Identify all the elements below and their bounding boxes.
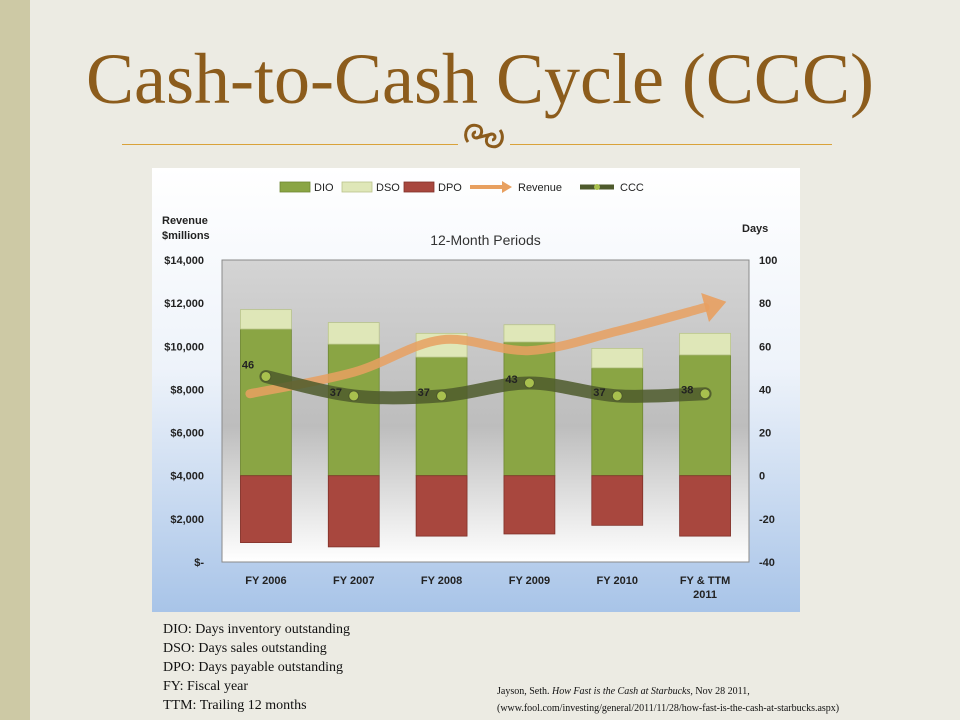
category-label: FY 2009 — [509, 575, 550, 587]
right-tick-label: 80 — [759, 298, 771, 310]
slide-title: Cash-to-Cash Cycle (CCC) — [86, 39, 874, 119]
abbreviation-notes: DIO: Days inventory outstanding DSO: Day… — [163, 620, 350, 715]
bar-dso — [327, 322, 380, 345]
bar-dso — [591, 348, 644, 369]
left-tick-label: $4,000 — [170, 471, 204, 483]
bar-dso — [679, 332, 731, 356]
bar-dpo — [327, 475, 380, 548]
right-tick-label: 40 — [759, 384, 771, 396]
revenue-line — [245, 302, 710, 399]
ccc-line — [259, 369, 712, 405]
ccc-point — [611, 390, 623, 402]
category-label: FY 2006 — [245, 575, 286, 587]
category-label: 2011 — [693, 589, 717, 601]
note-ttm: TTM: Trailing 12 months — [163, 698, 307, 713]
left-axis-title-line: Revenue — [162, 215, 208, 227]
bar-dpo — [415, 475, 468, 537]
right-tick-label: 60 — [759, 341, 771, 353]
bar-dpo — [679, 475, 731, 537]
legend-arrowhead-revenue — [502, 181, 512, 193]
legend-label-dio: DIO — [314, 182, 334, 194]
legend-swatch-dio — [279, 181, 311, 193]
legend-swatch-dpo — [403, 181, 435, 193]
left-tick-label: $8,000 — [170, 384, 204, 396]
bar-dio — [679, 354, 731, 477]
left-tick-label: $- — [194, 557, 204, 569]
ccc-data-label: 43 — [505, 374, 517, 386]
bar-dpo — [240, 475, 292, 543]
citation-rest: Nov 28 2011, (www.fool.com/investing/gen… — [497, 686, 840, 714]
right-axis-title: Days — [742, 223, 768, 235]
bar-dpo — [591, 475, 644, 526]
plot-area — [221, 259, 750, 563]
left-accent-bar — [0, 0, 30, 720]
right-tick-label: 0 — [759, 471, 765, 483]
bar-dio — [503, 341, 556, 477]
legend-marker-ccc — [594, 184, 600, 190]
bar-dio — [415, 356, 468, 477]
bar-dio — [240, 328, 292, 477]
ccc-point — [523, 377, 535, 389]
ccc-point — [436, 390, 448, 402]
bar-dio — [591, 367, 644, 477]
revenue-arrowhead — [701, 292, 727, 322]
right-tick-label: -40 — [759, 557, 775, 569]
left-tick-label: $14,000 — [164, 255, 204, 267]
left-tick-label: $6,000 — [170, 428, 204, 440]
flourish-icon — [458, 112, 510, 160]
legend-label-revenue: Revenue — [518, 182, 562, 194]
ccc-point — [699, 388, 711, 400]
note-dio: DIO: Days inventory outstanding — [163, 622, 351, 637]
bar-dso — [503, 324, 556, 343]
ccc-data-label: 37 — [418, 387, 430, 399]
left-tick-label: $10,000 — [164, 341, 204, 353]
legend-label-ccc: CCC — [620, 182, 644, 194]
category-label: FY 2010 — [597, 575, 638, 587]
left-tick-label: $2,000 — [170, 514, 204, 526]
category-label: FY & TTM — [680, 575, 731, 587]
category-label: FY 2007 — [333, 575, 374, 587]
right-tick-label: -20 — [759, 514, 775, 526]
right-tick-label: 20 — [759, 428, 771, 440]
legend-label-dpo: DPO — [438, 182, 462, 194]
left-axis-title-line: $millions — [162, 230, 210, 242]
citation-author: Jayson, Seth. — [497, 686, 552, 697]
ccc-point — [260, 370, 272, 382]
ccc-data-label: 37 — [330, 387, 342, 399]
category-label: FY 2008 — [421, 575, 462, 587]
note-dso: DSO: Days sales outstanding — [163, 641, 327, 656]
legend-label-dso: DSO — [376, 182, 400, 194]
legend-swatch-dso — [341, 181, 373, 193]
right-tick-label: 100 — [759, 255, 777, 267]
bar-dpo — [503, 475, 556, 535]
ccc-point — [348, 390, 360, 402]
note-fy: FY: Fiscal year — [163, 679, 249, 694]
left-tick-label: $12,000 — [164, 298, 204, 310]
ccc-data-label: 46 — [242, 359, 254, 371]
chart-panel: 12-Month Periods Revenue $millions Days $- $2… — [152, 168, 800, 612]
citation-work: How Fast is the Cash at Starbucks, — [552, 686, 693, 697]
bar-dso — [240, 309, 292, 330]
combo-chart: 12-Month Periods Revenue $millions Days $- $2… — [162, 181, 777, 601]
ccc-data-label: 38 — [681, 385, 693, 397]
citation: Jayson, Seth. How Fast is the Cash at St… — [497, 683, 937, 720]
chart-title: 12-Month Periods — [430, 232, 541, 248]
ccc-data-label: 37 — [593, 387, 605, 399]
note-dpo: DPO: Days payable outstanding — [163, 660, 344, 675]
